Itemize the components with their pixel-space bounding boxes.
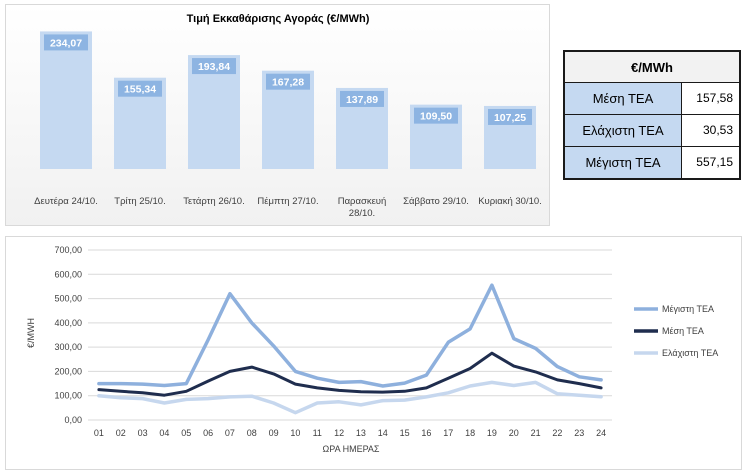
bar-category-label: Πέμπτη 27/10. (257, 196, 318, 207)
x-tick-label: 08 (247, 428, 257, 438)
stats-label: Ελάχιστη ΤΕΑ (563, 113, 682, 147)
bar-value-label: 167,28 (272, 77, 304, 89)
x-tick-label: 01 (94, 428, 104, 438)
x-tick-label: 15 (400, 428, 410, 438)
x-tick-label: 20 (509, 428, 519, 438)
stats-label: Μέση ΤΕΑ (563, 82, 682, 115)
x-tick-label: 21 (531, 428, 541, 438)
y-tick-label: 500,00 (54, 294, 82, 304)
stats-value: 30,53 (681, 113, 741, 147)
line-chart: 0,00 100,00 200,00 300,00 400,00 500,00 600,00… (26, 245, 718, 454)
bar-category-label: Τετάρτη 26/10. (183, 196, 244, 207)
bar-value-box (488, 108, 532, 125)
x-tick-label: 24 (596, 428, 606, 438)
stats-row-min: Ελάχιστη ΤΕΑ 30,53 (563, 113, 741, 147)
bar-value-label: 137,89 (346, 94, 378, 106)
x-tick-label: 06 (203, 428, 213, 438)
x-tick-label: 04 (159, 428, 169, 438)
stats-table: €/MWh Μέση ΤΕΑ 157,58 Ελάχιστη ΤΕΑ 30,53… (563, 50, 741, 180)
bar-category-label: Παρασκευή (338, 196, 387, 207)
y-tick-label: 300,00 (54, 342, 82, 352)
bar-value-label: 234,07 (50, 37, 82, 49)
bar-value-label: 193,84 (198, 61, 230, 73)
x-tick-label: 13 (356, 428, 366, 438)
y-axis-label: €/MWH (26, 318, 36, 348)
bar-value-label: 107,25 (494, 112, 526, 124)
stats-label: Μέγιστη ΤΕΑ (563, 145, 682, 180)
bar (40, 31, 92, 169)
x-tick-label: 03 (138, 428, 148, 438)
bar-chart-title: Τιμή Εκκαθάρισης Αγοράς (€/MWh) (187, 13, 370, 25)
bar-category-label: 28/10. (349, 208, 375, 219)
x-tick-label: 02 (116, 428, 126, 438)
x-tick-label: 14 (378, 428, 388, 438)
bar-value-box (340, 90, 384, 107)
legend-label: Μέγιστη ΤΕΑ (662, 304, 714, 314)
stats-value: 557,15 (681, 145, 741, 180)
y-tick-label: 200,00 (54, 366, 82, 376)
legend-label: Ελάχιστη ΤΕΑ (662, 348, 718, 358)
x-tick-label: 11 (313, 428, 322, 438)
bar-chart-panel: Τιμή Εκκαθάρισης Αγοράς (€/MWh) 234,07 Δε… (5, 4, 550, 226)
bar-category-label: Τρίτη 25/10. (114, 196, 165, 207)
bar-value-box (192, 58, 236, 75)
x-tick-label: 18 (465, 428, 475, 438)
y-tick-label: 0,00 (64, 415, 82, 425)
stats-row-mean: Μέση ΤΕΑ 157,58 (563, 82, 741, 115)
stats-value: 157,58 (681, 82, 741, 115)
y-tick-label: 100,00 (54, 391, 82, 401)
bar-category-label: Δευτέρα 24/10. (34, 196, 98, 207)
bar-category-label: Κυριακή 30/10. (478, 196, 542, 207)
line-chart-panel: 0,00 100,00 200,00 300,00 400,00 500,00 600,00… (5, 236, 742, 470)
x-tick-label: 09 (269, 428, 279, 438)
stats-row-max: Μέγιστη ΤΕΑ 557,15 (563, 145, 741, 180)
series-line (97, 283, 603, 388)
x-tick-label: 10 (290, 428, 300, 438)
bar-chart: Τιμή Εκκαθάρισης Αγοράς (€/MWh) 234,07 Δε… (34, 13, 542, 219)
bar-value-box (266, 73, 310, 90)
x-tick-label: 22 (552, 428, 562, 438)
legend-label: Μέση ΤΕΑ (662, 326, 704, 336)
x-tick-label: 23 (574, 428, 584, 438)
bar-value-label: 155,34 (124, 84, 156, 96)
series-line (97, 380, 603, 415)
x-tick-label: 17 (443, 428, 453, 438)
bar-value-box (44, 34, 88, 51)
x-tick-label: 16 (421, 428, 431, 438)
x-axis-label: ΩΡΑ ΗΜΕΡΑΣ (323, 444, 380, 454)
bar-value-label: 109,50 (420, 111, 452, 123)
y-tick-label: 700,00 (54, 245, 82, 255)
bar-value-box (414, 107, 458, 124)
bar-category-label: Σάββατο 29/10. (403, 196, 469, 207)
x-tick-label: 12 (334, 428, 344, 438)
y-tick-label: 400,00 (54, 318, 82, 328)
x-tick-label: 05 (181, 428, 191, 438)
series-line (97, 351, 603, 397)
x-tick-label: 07 (225, 428, 235, 438)
bar-value-box (118, 80, 162, 97)
x-tick-label: 19 (487, 428, 497, 438)
stats-table-header: €/MWh (563, 50, 741, 83)
y-tick-label: 600,00 (54, 269, 82, 279)
